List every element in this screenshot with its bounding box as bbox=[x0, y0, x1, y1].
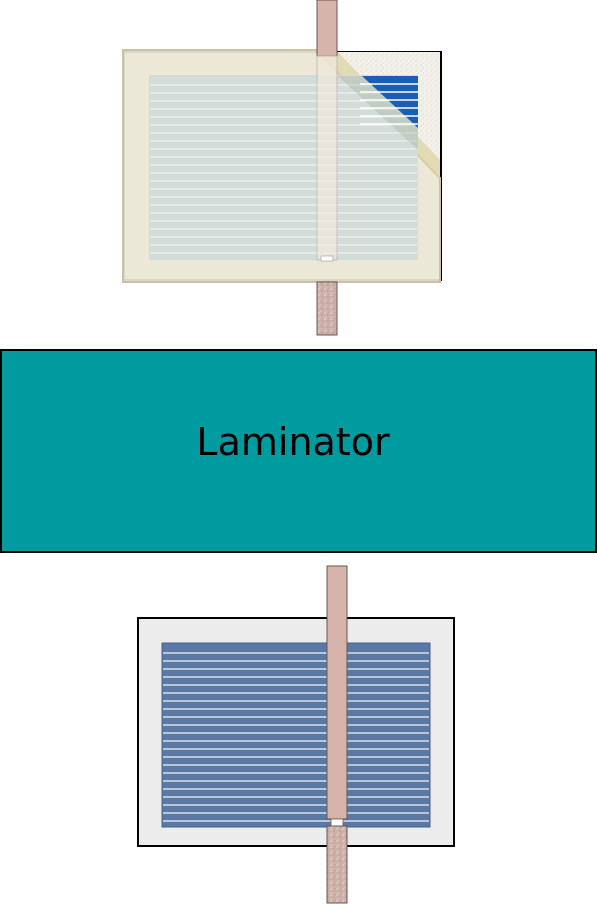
laminator-box: Laminator bbox=[0, 349, 597, 553]
ribbon-connector-top-upper bbox=[316, 0, 338, 57]
ribbon-gap-bottom bbox=[330, 818, 344, 827]
laminated-module bbox=[137, 565, 455, 904]
laminator-rect bbox=[0, 349, 597, 553]
cell-lines-bottom bbox=[163, 652, 429, 822]
ribbon-connector-bottom-lower bbox=[326, 825, 348, 904]
ribbon-gap-top bbox=[320, 255, 334, 262]
ribbon-under-sheet bbox=[316, 55, 338, 261]
cell-area-bottom bbox=[161, 642, 431, 828]
ribbon-connector-top-lower bbox=[316, 281, 338, 336]
pre-lamination-stack bbox=[122, 0, 442, 336]
cell-lines-top bbox=[150, 84, 417, 254]
ribbon-connector-bottom-upper bbox=[326, 565, 348, 820]
laminator-label: Laminator bbox=[196, 420, 390, 464]
